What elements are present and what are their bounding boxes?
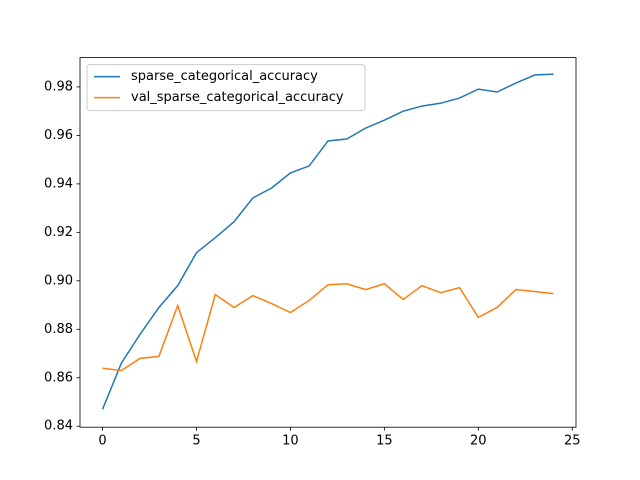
y-tick-label: 0.98 — [44, 79, 73, 94]
x-tick-label: 20 — [470, 434, 487, 449]
line — [102, 282, 554, 372]
x-tick-label: 10 — [282, 434, 299, 449]
x-tick-label: 15 — [376, 434, 393, 449]
y-tick-label: 0.94 — [44, 176, 73, 191]
line — [101, 73, 554, 410]
y-tick-label: 0.92 — [44, 225, 73, 240]
legend-label: val_sparse_categorical_accuracy — [131, 90, 344, 105]
x-tick-label: 0 — [98, 434, 106, 449]
x-tick-label: 5 — [192, 434, 200, 449]
plot-frame — [79, 57, 577, 428]
legend-label: sparse_categorical_accuracy — [131, 69, 318, 84]
y-tick-label: 0.90 — [44, 273, 73, 288]
legend-box — [86, 64, 366, 112]
x-tick-label: 25 — [564, 434, 581, 449]
y-tick-label: 0.84 — [44, 419, 73, 434]
y-tick-label: 0.96 — [44, 128, 73, 143]
y-tick-label: 0.88 — [44, 322, 73, 337]
y-tick-label: 0.86 — [44, 370, 73, 385]
